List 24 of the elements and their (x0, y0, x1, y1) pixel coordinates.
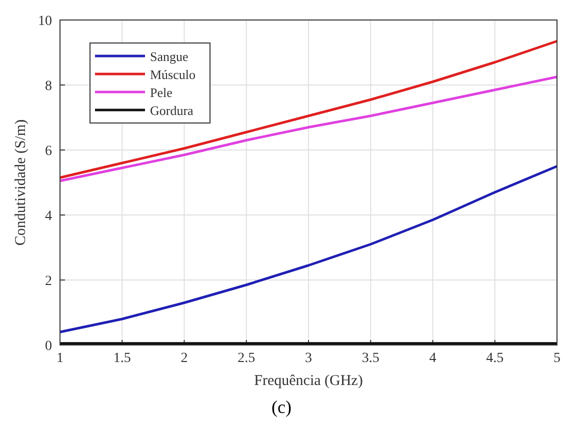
legend-label: Gordura (150, 103, 194, 118)
y-tick-label: 2 (45, 274, 52, 289)
x-tick-label: 3 (305, 351, 312, 366)
x-axis-title: Frequência (GHz) (254, 373, 363, 389)
text: (c) (272, 397, 292, 417)
line-series (58, 40, 558, 179)
legend-label: Pele (150, 85, 173, 100)
legend-label: Músculo (150, 67, 196, 82)
x-tick-label: 3.5 (362, 351, 380, 366)
y-axis-title: Condutividade (S/m) (13, 119, 29, 246)
y-tick-label: 0 (45, 339, 52, 354)
x-tick-label: 2.5 (238, 351, 256, 366)
y-tick-label: 8 (45, 79, 52, 94)
y-tick-label: 10 (38, 14, 52, 29)
x-tick-label: 5 (554, 351, 560, 366)
x-tick-label: 2 (180, 351, 188, 366)
line-series (58, 165, 558, 334)
legend-label: Sangue (150, 49, 188, 64)
x-tick-label: 1.5 (113, 351, 131, 366)
x-tick-label: 4 (429, 351, 436, 366)
x-tick-label: 4.5 (486, 351, 504, 366)
y-tick-label: 6 (45, 144, 52, 159)
y-tick-label: 4 (45, 209, 52, 224)
x-tick-label: 1 (56, 351, 64, 366)
